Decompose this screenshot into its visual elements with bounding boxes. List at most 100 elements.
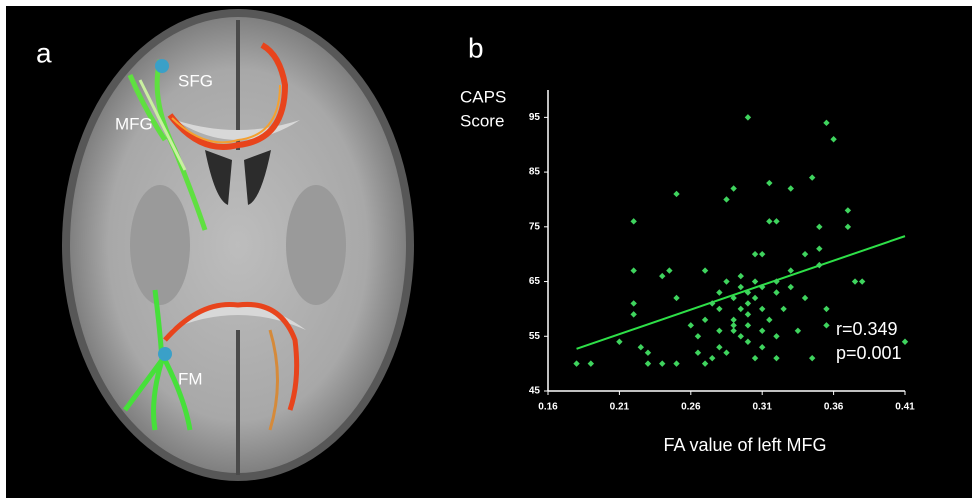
point	[730, 327, 737, 334]
point	[659, 272, 666, 280]
point	[816, 245, 823, 252]
point	[744, 300, 752, 307]
x-tick-label: 0.16	[538, 402, 558, 413]
point	[759, 344, 766, 351]
point	[709, 354, 716, 362]
point	[766, 218, 773, 225]
point	[616, 338, 623, 345]
point	[630, 218, 637, 225]
brain-image	[62, 9, 414, 481]
point	[823, 322, 830, 329]
point	[716, 327, 723, 334]
point	[644, 349, 652, 356]
point	[744, 114, 752, 121]
point	[630, 311, 637, 318]
point	[630, 267, 637, 274]
point	[573, 360, 580, 367]
panel-label: b	[468, 32, 484, 63]
x-tick-label: 0.21	[610, 402, 630, 413]
point	[751, 294, 759, 302]
point	[666, 267, 673, 274]
point	[759, 327, 766, 334]
point	[723, 349, 730, 356]
point	[730, 294, 737, 302]
point	[644, 360, 652, 367]
point	[766, 316, 773, 324]
point	[773, 289, 780, 296]
y-tick-label: 55	[529, 331, 541, 342]
point	[780, 305, 787, 313]
point	[630, 300, 637, 307]
point	[737, 283, 744, 291]
trend-line	[576, 235, 906, 350]
point	[787, 267, 794, 274]
point	[801, 294, 809, 302]
point	[716, 305, 723, 313]
point	[730, 185, 737, 192]
point	[587, 360, 595, 367]
annotation: p=0.001	[836, 343, 902, 363]
x-tick-label: 0.41	[895, 402, 915, 413]
point	[730, 316, 737, 324]
point	[744, 311, 752, 318]
point	[737, 305, 744, 313]
point	[858, 278, 866, 285]
point	[701, 267, 709, 274]
point	[723, 278, 730, 285]
point	[773, 218, 780, 225]
y-tick-label: 75	[529, 221, 541, 232]
point	[801, 250, 809, 258]
region-label: MFG	[115, 114, 153, 133]
point	[787, 185, 794, 192]
point	[673, 360, 680, 367]
point	[773, 333, 780, 340]
point	[730, 322, 737, 329]
x-tick-label: 0.36	[824, 402, 844, 413]
point	[830, 136, 837, 143]
point	[751, 250, 759, 258]
point	[751, 278, 759, 285]
x-tick-label: 0.31	[752, 402, 772, 413]
point	[694, 349, 702, 356]
point	[844, 207, 852, 214]
point	[823, 305, 830, 313]
point	[823, 119, 830, 127]
y-axis-label: Score	[460, 111, 504, 130]
point	[773, 278, 780, 285]
point	[751, 354, 759, 362]
point	[816, 261, 823, 269]
point	[844, 223, 852, 231]
point	[637, 344, 645, 351]
point	[723, 196, 730, 203]
point	[737, 272, 744, 280]
region-label: FM	[178, 369, 203, 388]
point	[759, 305, 766, 313]
point	[687, 322, 694, 329]
point	[744, 322, 752, 329]
point	[744, 289, 752, 296]
y-tick-label: 45	[529, 386, 541, 397]
point	[701, 360, 709, 367]
y-tick-label: 95	[529, 112, 541, 123]
point	[816, 223, 823, 231]
y-axis-label: CAPS	[460, 87, 506, 106]
point	[794, 327, 802, 334]
x-tick-label: 0.26	[681, 402, 701, 413]
point	[737, 333, 744, 340]
point	[659, 360, 666, 367]
point	[851, 278, 859, 285]
panel-label: a	[36, 37, 52, 68]
point	[709, 300, 716, 307]
y-tick-label: 65	[529, 276, 541, 287]
point	[901, 338, 909, 345]
x-axis-label: FA value of left MFG	[663, 435, 826, 455]
point	[787, 283, 794, 291]
y-tick-label: 85	[529, 167, 541, 178]
region-label: SFG	[178, 71, 213, 90]
point	[673, 190, 680, 198]
point	[701, 316, 709, 324]
point	[744, 338, 752, 345]
point	[773, 354, 780, 362]
point	[673, 294, 680, 302]
